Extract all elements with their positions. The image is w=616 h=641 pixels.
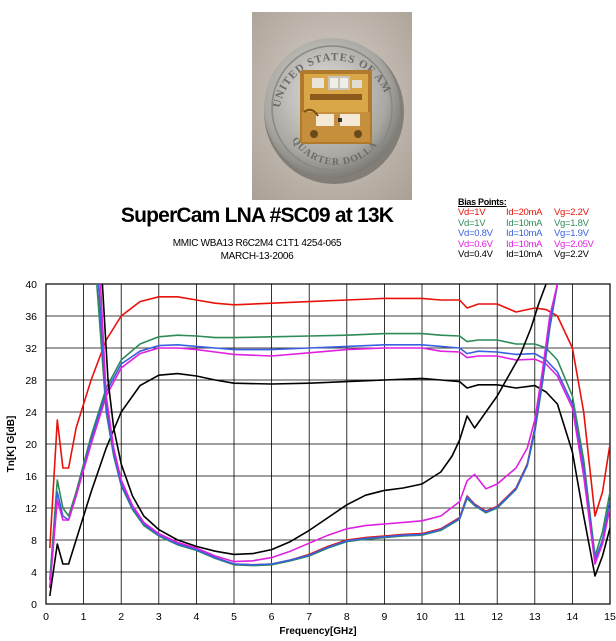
chart-subtitle-date: MARCH-13-2006 [220,251,294,262]
series-line [101,284,547,556]
x-tick-label: 11 [454,611,465,623]
y-tick-label: 8 [31,535,37,547]
lna-module-photo: UNITED STATES OF AMERICA QUARTER DOLLAR [252,12,412,200]
x-tick-label: 5 [231,611,237,623]
y-tick-label: 12 [25,503,37,515]
series-line [49,372,610,597]
chart-title: SuperCam LNA #SC09 at 13K [120,204,394,227]
legend-row: Vd=0.8V Id=10mA Vg=1.9V [458,229,616,240]
y-tick-label: 16 [25,471,37,483]
bias-points-legend: Bias Points: Vd=1V Id=20mA Vg=2.2V Vd=1V Id=… [458,197,616,261]
legend-vd: Vd=1V [458,217,486,229]
x-tick-label: 14 [567,611,579,623]
y-tick-label: 4 [31,567,37,579]
x-tick-label: 8 [344,611,350,623]
gold-module [300,70,372,144]
x-axis-label: Frequency[GHz] [279,626,356,637]
y-tick-label: 0 [31,599,37,611]
legend-id: Id=10mA [506,228,543,240]
x-tick-label: 6 [269,611,275,623]
legend-row: Vd=0.6V Id=10mA Vg=2.05V [458,238,616,251]
series-line [49,332,610,581]
series-line [99,284,559,563]
legend-row: Vd=0.4V Id=10mA Vg=2.2V [458,250,616,261]
legend-row: Vd=1V Id=20mA Vg=2.2V [458,207,616,219]
series-line [49,344,610,589]
x-tick-label: 9 [381,611,387,623]
legend-id: Id=10mA [506,249,543,261]
series-line [97,284,559,566]
legend-vg: Vg=2.05V [554,238,594,250]
legend-id: Id=10mA [506,217,543,229]
x-tick-label: 2 [118,611,124,623]
x-tick-label: 15 [604,611,616,623]
y-tick-label: 40 [25,279,37,291]
x-tick-label: 0 [43,611,49,623]
legend-vd: Vd=1V [458,207,486,218]
y-tick-label: 28 [25,375,37,387]
y-tick-label: 32 [25,343,37,355]
series-line [49,347,610,589]
legend-title: Bias Points: [458,197,507,207]
series-line [97,284,559,566]
y-axis-label: Tn[K] G[dB] [6,416,17,473]
legend-vg: Vg=1.8V [554,217,589,229]
series-line [49,296,610,549]
series-line [96,284,559,567]
legend-vd: Vd=0.6V [458,238,493,250]
legend-vd: Vd=0.8V [458,228,493,240]
x-tick-label: 12 [491,611,503,623]
legend-vg: Vg=2.2V [554,249,589,261]
legend-vg: Vg=2.2V [554,207,589,218]
chart-subtitle-device: MMIC WBA13 R6C2M4 C1T1 4254-065 [172,238,342,249]
y-tick-label: 36 [25,311,37,323]
x-tick-label: 7 [306,611,312,623]
legend-vg: Vg=1.9V [554,228,589,240]
x-tick-label: 13 [529,611,541,623]
y-tick-label: 24 [25,407,37,419]
legend-vd: Vd=0.4V [458,249,493,261]
x-tick-label: 10 [416,611,428,623]
x-tick-label: 4 [193,611,199,623]
x-tick-label: 1 [81,611,87,623]
legend-id: Id=10mA [506,238,543,250]
legend-id: Id=20mA [506,207,543,218]
y-tick-label: 20 [25,439,37,451]
x-tick-label: 3 [156,611,162,623]
legend-row: Vd=1V Id=10mA Vg=1.8V [458,217,616,230]
